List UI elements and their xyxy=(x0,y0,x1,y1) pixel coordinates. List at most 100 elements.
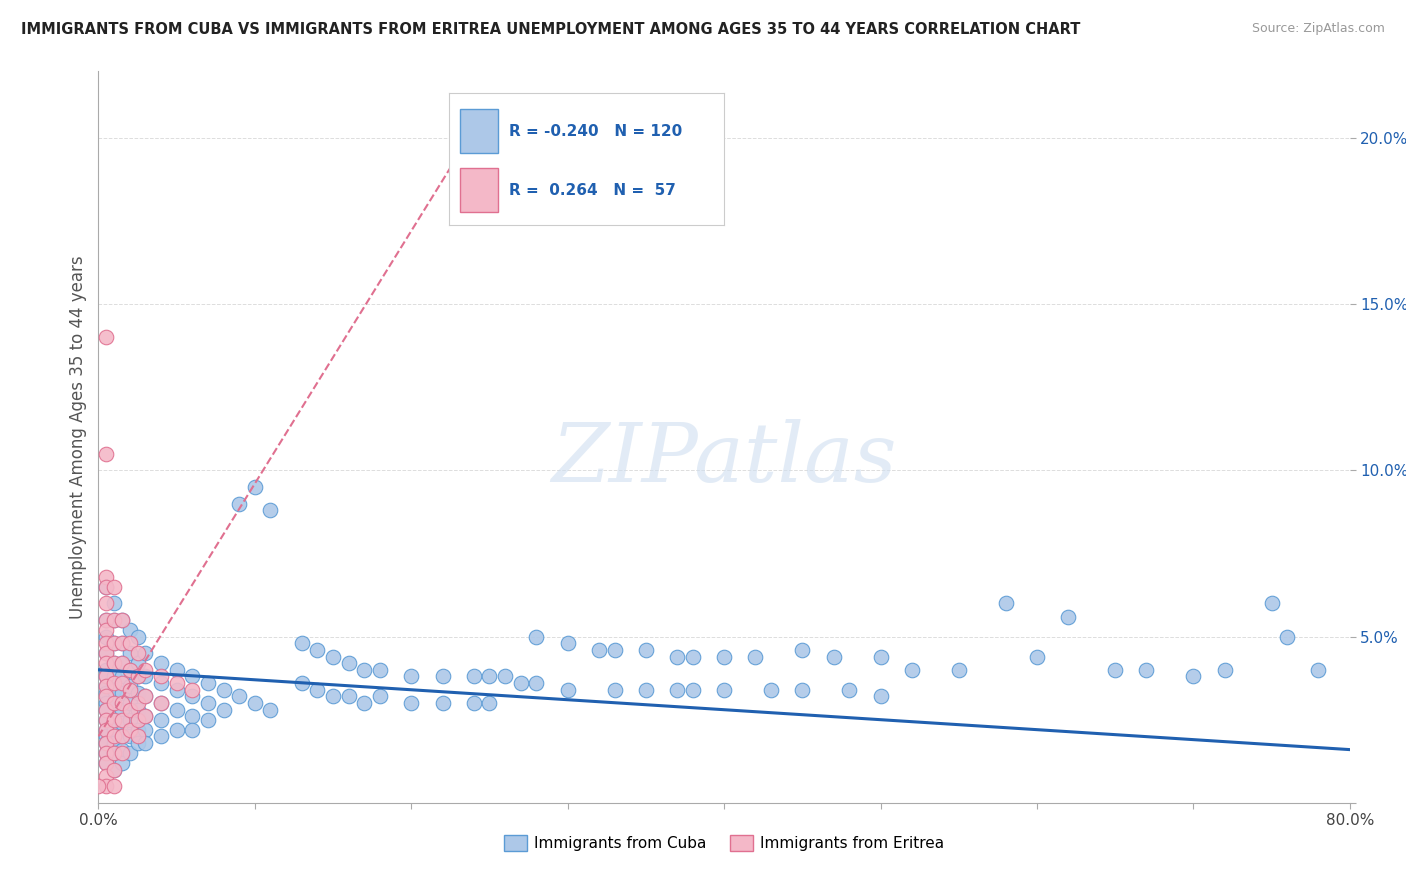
Point xyxy=(103,746,125,760)
Point xyxy=(96,596,118,610)
Point xyxy=(111,746,134,760)
Point xyxy=(103,713,125,727)
Point xyxy=(166,723,188,737)
Point xyxy=(181,709,204,723)
Point xyxy=(118,703,141,717)
Point xyxy=(713,682,735,697)
Point xyxy=(118,623,141,637)
Point xyxy=(103,596,125,610)
Point xyxy=(103,613,125,627)
Point xyxy=(118,713,141,727)
Point xyxy=(118,723,141,737)
Point xyxy=(127,713,149,727)
Point xyxy=(111,676,134,690)
Point xyxy=(1182,669,1205,683)
Point xyxy=(103,723,125,737)
Point xyxy=(243,480,266,494)
Point xyxy=(368,690,391,704)
Point xyxy=(96,580,118,594)
Point xyxy=(792,643,814,657)
Point xyxy=(134,690,156,704)
Point xyxy=(792,682,814,697)
Point xyxy=(150,656,173,670)
Point xyxy=(111,656,134,670)
Point xyxy=(96,613,118,627)
Point xyxy=(111,729,134,743)
Point xyxy=(150,669,173,683)
Point xyxy=(228,497,250,511)
Point xyxy=(96,756,118,770)
Point xyxy=(103,729,125,743)
Point xyxy=(228,690,250,704)
Point xyxy=(103,669,125,683)
Point xyxy=(401,669,423,683)
Point xyxy=(166,682,188,697)
Point xyxy=(127,630,149,644)
Point xyxy=(197,696,219,710)
Point xyxy=(111,696,134,710)
Point xyxy=(96,570,118,584)
Point xyxy=(127,736,149,750)
Point xyxy=(111,756,134,770)
Point xyxy=(103,696,125,710)
Point xyxy=(111,729,134,743)
Point xyxy=(150,713,173,727)
Point xyxy=(291,636,314,650)
Point xyxy=(96,669,118,683)
Point xyxy=(111,716,134,731)
Point xyxy=(96,447,118,461)
Point xyxy=(103,763,125,777)
Point xyxy=(127,669,149,683)
Point xyxy=(603,643,626,657)
Point xyxy=(103,656,125,670)
Point xyxy=(96,690,118,704)
Point xyxy=(197,713,219,727)
Point xyxy=(1026,649,1049,664)
Point xyxy=(1260,596,1282,610)
Point xyxy=(111,703,134,717)
Point xyxy=(118,680,141,694)
Point xyxy=(96,729,118,743)
Point xyxy=(634,643,657,657)
Point xyxy=(682,682,704,697)
Point xyxy=(666,682,689,697)
Point xyxy=(432,696,454,710)
Point xyxy=(1277,630,1299,644)
Point xyxy=(166,703,188,717)
Point xyxy=(259,503,281,517)
Point xyxy=(96,656,118,670)
Point xyxy=(134,646,156,660)
Point xyxy=(243,696,266,710)
Point xyxy=(96,779,118,793)
Point xyxy=(322,649,344,664)
Point xyxy=(463,696,485,710)
Point xyxy=(869,649,891,664)
Point xyxy=(96,713,118,727)
Point xyxy=(96,613,118,627)
Point xyxy=(197,676,219,690)
Point xyxy=(111,636,134,650)
Point xyxy=(118,663,141,677)
Point xyxy=(588,643,610,657)
Point xyxy=(603,682,626,697)
Point xyxy=(96,686,118,700)
Point xyxy=(463,669,485,683)
Point xyxy=(134,669,156,683)
Point xyxy=(103,763,125,777)
Point xyxy=(96,736,118,750)
Point xyxy=(1057,609,1080,624)
Point xyxy=(111,686,134,700)
Point xyxy=(127,703,149,717)
Point xyxy=(166,676,188,690)
Point xyxy=(111,613,134,627)
Point xyxy=(96,756,118,770)
Point xyxy=(96,680,118,694)
Text: IMMIGRANTS FROM CUBA VS IMMIGRANTS FROM ERITREA UNEMPLOYMENT AMONG AGES 35 TO 44: IMMIGRANTS FROM CUBA VS IMMIGRANTS FROM … xyxy=(21,22,1080,37)
Point xyxy=(494,669,516,683)
Point xyxy=(118,696,141,710)
Point xyxy=(1104,663,1126,677)
Point xyxy=(1135,663,1157,677)
Point xyxy=(96,723,118,737)
Point xyxy=(150,696,173,710)
Point xyxy=(134,723,156,737)
